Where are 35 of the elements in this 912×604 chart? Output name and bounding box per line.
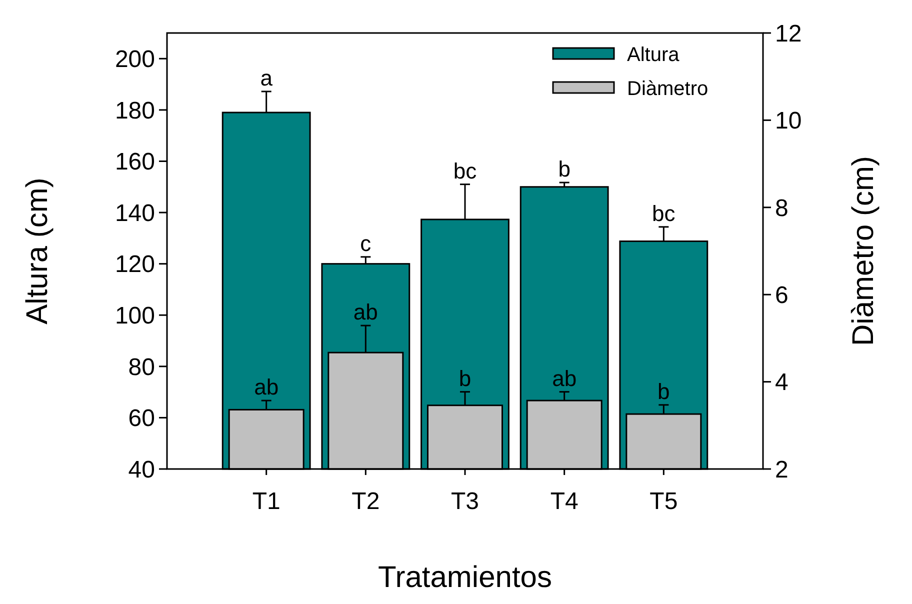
y-tick-label: 60 [128,405,155,432]
data-label: bc [453,158,477,184]
legend-label: Diàmetro [627,78,708,100]
y2-tick-label: 8 [775,194,788,222]
y-tick-label: 100 [114,302,155,330]
y2-tick-label: 6 [775,282,788,309]
x-tick-label: T2 [352,488,380,515]
x-tick-label: T5 [650,488,678,515]
data-label: ab [552,366,577,391]
y-tick-label: 180 [114,97,155,124]
y-axis-title: Altura (cm) [21,178,54,324]
data-label: b [558,156,570,182]
y-tick-label: 200 [114,46,155,74]
data-label: b [458,366,472,391]
x-tick-label: T3 [450,488,480,515]
x-tick-label: T1 [252,488,280,515]
y-tick-label: 160 [114,148,155,176]
y-tick-label: 40 [128,456,155,484]
y2-tick-label: 2 [775,456,788,484]
y-tick-label: 80 [128,354,155,381]
y2-axis-title: Diàmetro (cm) [847,156,880,346]
data-label: c [360,230,372,256]
y-tick-label: 120 [114,251,155,278]
y2-tick-label: 10 [775,108,802,135]
legend-label: Altura [627,44,680,66]
data-label: ab [254,374,279,400]
x-axis-title: Tratamientos [378,561,552,594]
data-label: bc [652,200,676,226]
x-tick-label: T4 [550,488,578,515]
y-tick-label: 140 [114,200,155,227]
y2-tick-label: 4 [775,369,788,396]
data-label: ab [353,300,378,325]
data-label: a [260,65,274,90]
y2-tick-label: 12 [775,20,802,48]
data-label: b [658,378,670,404]
